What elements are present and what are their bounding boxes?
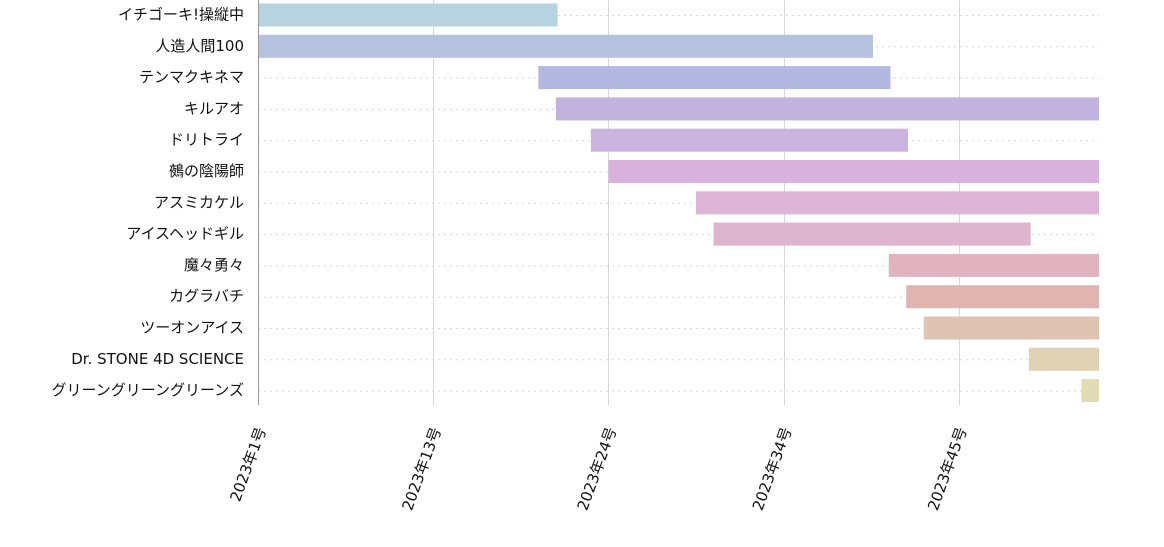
y-category-label: カグラバチ — [169, 287, 244, 305]
x-tick-label: 2023年24号 — [574, 425, 621, 513]
y-category-label: Dr. STONE 4D SCIENCE — [71, 350, 244, 368]
gantt-bar[interactable] — [888, 253, 1099, 277]
gantt-bar[interactable] — [696, 191, 1099, 215]
gantt-bar[interactable] — [608, 160, 1099, 183]
gantt-bar[interactable] — [1081, 379, 1099, 403]
x-tick-label: 2023年45号 — [924, 425, 971, 513]
gantt-bar[interactable] — [923, 316, 1099, 340]
gantt-bar[interactable] — [258, 3, 558, 27]
y-category-label: テンマクキネマ — [139, 68, 244, 86]
y-category-label: 鵺の陰陽師 — [169, 162, 244, 180]
gantt-bar[interactable] — [906, 285, 1099, 309]
y-category-label: イチゴーキ!操縦中 — [118, 6, 244, 24]
y-category-label: ツーオンアイス — [140, 319, 244, 337]
gantt-bar[interactable] — [538, 66, 891, 90]
x-tick-label: 2023年13号 — [398, 425, 445, 513]
gantt-bar[interactable] — [258, 34, 873, 58]
gantt-bar[interactable] — [1028, 347, 1099, 371]
y-category-label: アスミカケル — [154, 193, 244, 211]
y-category-label: キルアオ — [184, 99, 244, 117]
x-tick-label: 2023年34号 — [749, 425, 796, 513]
bars — [258, 3, 1099, 403]
x-tick-label: 2023年1号 — [226, 425, 269, 504]
y-category-label: グリーングリーングリーンズ — [52, 381, 244, 399]
y-category-label: 人造人間100 — [155, 37, 244, 55]
y-category-label: ドリトライ — [169, 131, 244, 149]
y-category-label: アイスヘッドギル — [126, 225, 244, 243]
gantt-bar[interactable] — [555, 97, 1099, 121]
gantt-bar[interactable] — [713, 222, 1031, 246]
x-axis-tick-labels: 2023年1号 2023年13号 2023年24号 2023年34号 2023年45号 — [226, 425, 970, 513]
gantt-bar[interactable] — [590, 128, 909, 152]
y-category-label: 魔々勇々 — [184, 256, 244, 274]
